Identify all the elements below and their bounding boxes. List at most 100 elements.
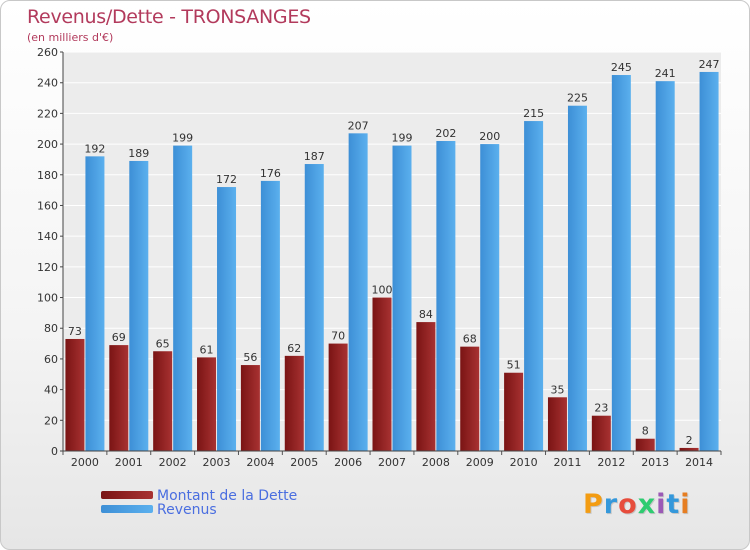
value-label-debt: 73 [68,325,82,338]
x-tick-label: 2000 [71,456,99,469]
bar-debt [197,357,217,451]
value-label-revenue: 199 [172,132,193,145]
x-tick-label: 2004 [246,456,274,469]
value-label-debt: 8 [642,425,649,438]
bar-revenue [129,160,149,451]
bar-debt [416,322,436,451]
value-label-debt: 65 [156,337,170,350]
value-label-revenue: 176 [260,167,281,180]
logo-letter: P [583,489,604,520]
bar-revenue [699,71,719,451]
value-label-debt: 51 [507,359,521,372]
bar-revenue [567,105,587,451]
logo-letter: x [637,489,657,520]
bar-revenue [611,75,631,452]
value-label-debt: 69 [112,331,126,344]
y-tick-label: 100 [37,292,58,305]
x-tick-label: 2005 [290,456,318,469]
value-label-revenue: 215 [523,107,544,120]
x-tick-label: 2001 [115,456,143,469]
bar-revenue [85,156,105,451]
value-label-debt: 100 [372,284,393,297]
y-tick-label: 120 [37,261,58,274]
y-tick-label: 140 [37,230,58,243]
x-tick-label: 2013 [641,456,669,469]
value-label-revenue: 199 [392,132,413,145]
bar-debt [504,372,524,451]
x-tick-label: 2009 [466,456,494,469]
bar-debt [679,447,699,451]
value-label-revenue: 225 [567,92,588,105]
bar-debt [635,438,655,451]
bar-debt [372,297,392,451]
value-label-debt: 35 [550,383,564,396]
y-tick-label: 80 [44,322,58,335]
value-label-revenue: 189 [128,147,149,160]
x-tick-label: 2006 [334,456,362,469]
legend-label-revenue: Revenus [157,502,217,518]
x-tick-label: 2003 [203,456,231,469]
plot-area [63,52,721,451]
bar-revenue [480,144,500,452]
chart-title: Revenus/Dette - TRONSANGES [27,6,311,28]
y-tick-label: 240 [37,77,58,90]
logo-letter: i [680,489,691,520]
value-label-debt: 70 [331,330,345,343]
legend-label-debt: Montant de la Dette [157,488,297,504]
bar-revenue [260,180,280,451]
bar-debt [65,338,85,451]
bar-debt [591,415,611,451]
value-label-revenue: 192 [84,142,105,155]
bar-revenue [304,164,324,451]
logo-letter: i [656,489,667,520]
y-tick-label: 200 [37,138,58,151]
x-tick-label: 2008 [422,456,450,469]
y-tick-label: 220 [37,107,58,120]
bar-revenue [173,145,193,451]
bar-debt [153,351,173,451]
bar-revenue [348,133,368,452]
x-tick-label: 2010 [510,456,538,469]
y-tick-label: 160 [37,199,58,212]
bar-debt [460,346,480,451]
value-label-revenue: 245 [611,61,632,74]
value-label-debt: 23 [594,402,608,415]
value-label-revenue: 241 [655,67,676,80]
bar-revenue [392,145,412,451]
value-label-revenue: 187 [304,150,325,163]
value-label-revenue: 207 [348,119,369,132]
logo-letter: r [603,489,619,520]
bar-revenue [524,121,544,452]
bar-revenue [436,141,456,451]
value-label-debt: 56 [243,351,257,364]
y-tick-label: 60 [44,353,58,366]
x-tick-label: 2014 [685,456,713,469]
logo-letter: o [618,489,638,520]
x-tick-label: 2011 [553,456,581,469]
y-tick-label: 180 [37,169,58,182]
proxiti-logo: Proxiti [583,489,691,520]
y-tick-label: 0 [51,445,58,458]
y-tick-label: 260 [37,46,58,59]
value-label-debt: 62 [287,342,301,355]
value-label-debt: 2 [686,434,693,447]
x-tick-label: 2012 [597,456,625,469]
bar-debt [240,365,260,451]
x-tick-label: 2007 [378,456,406,469]
value-label-debt: 68 [463,333,477,346]
value-label-revenue: 172 [216,173,237,186]
value-label-revenue: 202 [435,127,456,140]
y-tick-label: 40 [44,384,58,397]
value-label-revenue: 200 [479,130,500,143]
x-tick-label: 2002 [159,456,187,469]
value-label-debt: 84 [419,308,433,321]
logo-letter: t [666,489,681,520]
legend-swatch-debt [101,491,153,499]
chart-subtitle: (en milliers d'€) [27,31,114,44]
bar-revenue [217,187,237,452]
value-label-revenue: 247 [699,58,720,71]
y-tick-label: 20 [44,414,58,427]
legend-swatch-revenue [101,505,153,513]
